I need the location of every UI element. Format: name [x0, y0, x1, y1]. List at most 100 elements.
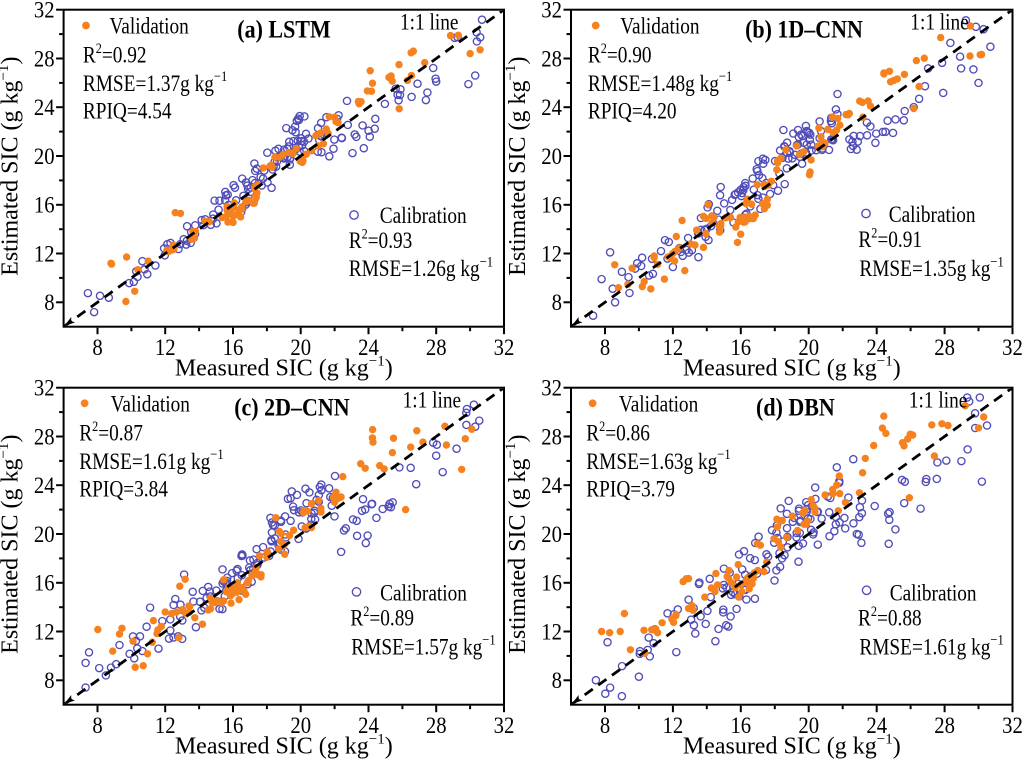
svg-text:Calibration: Calibration	[380, 580, 467, 606]
svg-text:28: 28	[541, 46, 562, 71]
svg-text:Validation: Validation	[110, 13, 190, 39]
svg-text:20: 20	[798, 335, 819, 360]
svg-text:R2=0.93: R2=0.93	[349, 225, 413, 253]
svg-text:16: 16	[730, 713, 751, 738]
svg-text:RPIQ=3.84: RPIQ=3.84	[79, 476, 168, 502]
svg-text:16: 16	[223, 713, 244, 738]
svg-text:8: 8	[44, 668, 54, 693]
svg-text:Estimated SIC (g kg−1): Estimated SIC (g kg−1)	[503, 57, 531, 276]
svg-text:12: 12	[34, 241, 55, 266]
svg-text:Measured SIC (g kg−1): Measured SIC (g kg−1)	[683, 354, 901, 382]
svg-text:28: 28	[934, 713, 955, 738]
svg-text:1:1 line: 1:1 line	[909, 387, 967, 413]
svg-text:24: 24	[866, 713, 887, 738]
svg-text:(b) 1D–CNN: (b) 1D–CNN	[745, 16, 863, 44]
svg-text:Calibration: Calibration	[889, 202, 976, 228]
svg-text:32: 32	[1002, 335, 1023, 360]
svg-text:28: 28	[426, 335, 447, 360]
svg-text:16: 16	[541, 571, 562, 596]
svg-text:R2=0.87: R2=0.87	[79, 418, 143, 446]
svg-text:Measured SIC (g kg−1): Measured SIC (g kg−1)	[683, 732, 901, 760]
svg-text:8: 8	[44, 290, 54, 315]
svg-text:28: 28	[34, 46, 55, 71]
svg-text:20: 20	[34, 522, 55, 547]
svg-text:32: 32	[494, 335, 515, 360]
svg-text:1:1 line: 1:1 line	[400, 9, 458, 35]
svg-text:20: 20	[541, 144, 562, 169]
svg-text:RMSE=1.26g kg−1: RMSE=1.26g kg−1	[349, 253, 493, 281]
svg-text:RPIQ=4.54: RPIQ=4.54	[83, 98, 172, 124]
svg-text:16: 16	[34, 193, 55, 218]
svg-text:RPIQ=3.79: RPIQ=3.79	[586, 476, 675, 502]
svg-text:24: 24	[34, 95, 55, 120]
svg-text:16: 16	[541, 193, 562, 218]
svg-text:Estimated SIC (g kg−1): Estimated SIC (g kg−1)	[0, 57, 24, 276]
svg-text:12: 12	[541, 619, 562, 644]
svg-text:32: 32	[541, 376, 562, 401]
svg-text:RMSE=1.37g kg−1: RMSE=1.37g kg−1	[83, 68, 227, 96]
svg-text:RMSE=1.61g kg−1: RMSE=1.61g kg−1	[859, 632, 1003, 660]
svg-text:24: 24	[541, 473, 562, 498]
svg-text:28: 28	[34, 424, 55, 449]
svg-text:12: 12	[155, 713, 176, 738]
svg-text:Validation: Validation	[111, 391, 191, 417]
svg-text:20: 20	[34, 144, 55, 169]
svg-text:RMSE=1.61g kg−1: RMSE=1.61g kg−1	[79, 446, 223, 474]
svg-text:24: 24	[358, 713, 379, 738]
svg-text:Estimated SIC (g kg−1): Estimated SIC (g kg−1)	[0, 435, 24, 654]
svg-text:28: 28	[541, 424, 562, 449]
svg-text:24: 24	[541, 95, 562, 120]
svg-text:RMSE=1.63g kg−1: RMSE=1.63g kg−1	[586, 446, 730, 474]
svg-text:R2=0.92: R2=0.92	[83, 40, 147, 68]
svg-text:8: 8	[552, 290, 562, 315]
svg-text:24: 24	[866, 335, 887, 360]
svg-text:28: 28	[934, 335, 955, 360]
svg-text:32: 32	[494, 713, 515, 738]
svg-text:20: 20	[290, 713, 311, 738]
svg-text:Measured SIC (g kg−1): Measured SIC (g kg−1)	[175, 732, 393, 760]
svg-text:8: 8	[600, 713, 610, 738]
svg-text:Calibration: Calibration	[380, 202, 467, 228]
svg-text:12: 12	[663, 713, 684, 738]
svg-text:12: 12	[541, 241, 562, 266]
svg-text:24: 24	[34, 473, 55, 498]
svg-text:(a) LSTM: (a) LSTM	[237, 16, 330, 44]
svg-text:12: 12	[34, 619, 55, 644]
svg-text:1:1 line: 1:1 line	[403, 387, 461, 413]
svg-text:RMSE=1.57g kg−1: RMSE=1.57g kg−1	[351, 632, 495, 660]
svg-text:8: 8	[552, 668, 562, 693]
svg-text:8: 8	[600, 335, 610, 360]
svg-text:Calibration: Calibration	[890, 580, 977, 606]
svg-text:R2=0.91: R2=0.91	[858, 224, 922, 252]
svg-text:32: 32	[34, 376, 55, 401]
svg-text:8: 8	[92, 713, 102, 738]
svg-text:16: 16	[223, 335, 244, 360]
svg-text:RPIQ=4.20: RPIQ=4.20	[588, 98, 677, 124]
svg-text:R2=0.90: R2=0.90	[588, 40, 652, 68]
svg-text:RMSE=1.35g kg−1: RMSE=1.35g kg−1	[859, 253, 1003, 281]
svg-text:20: 20	[290, 335, 311, 360]
svg-text:Validation: Validation	[620, 13, 700, 39]
svg-text:16: 16	[730, 335, 751, 360]
svg-text:32: 32	[34, 0, 55, 23]
svg-text:20: 20	[541, 522, 562, 547]
svg-text:Estimated SIC (g kg−1): Estimated SIC (g kg−1)	[503, 435, 531, 654]
svg-text:R2=0.89: R2=0.89	[350, 603, 414, 631]
svg-text:(c) 2D–CNN: (c) 2D–CNN	[234, 394, 349, 422]
svg-text:12: 12	[155, 335, 176, 360]
svg-text:24: 24	[358, 335, 379, 360]
svg-text:8: 8	[92, 335, 102, 360]
svg-text:16: 16	[34, 571, 55, 596]
svg-text:R2=0.88: R2=0.88	[858, 603, 922, 631]
svg-text:Validation: Validation	[619, 391, 699, 417]
svg-text:1:1 line: 1:1 line	[910, 9, 968, 35]
svg-text:32: 32	[1002, 713, 1023, 738]
svg-text:12: 12	[663, 335, 684, 360]
svg-text:RMSE=1.48g kg−1: RMSE=1.48g kg−1	[588, 68, 732, 96]
svg-text:Measured SIC (g kg−1): Measured SIC (g kg−1)	[175, 354, 393, 382]
svg-text:32: 32	[541, 0, 562, 23]
svg-text:R2=0.86: R2=0.86	[586, 418, 650, 446]
svg-text:20: 20	[798, 713, 819, 738]
svg-text:(d) DBN: (d) DBN	[756, 394, 835, 422]
svg-text:28: 28	[426, 713, 447, 738]
